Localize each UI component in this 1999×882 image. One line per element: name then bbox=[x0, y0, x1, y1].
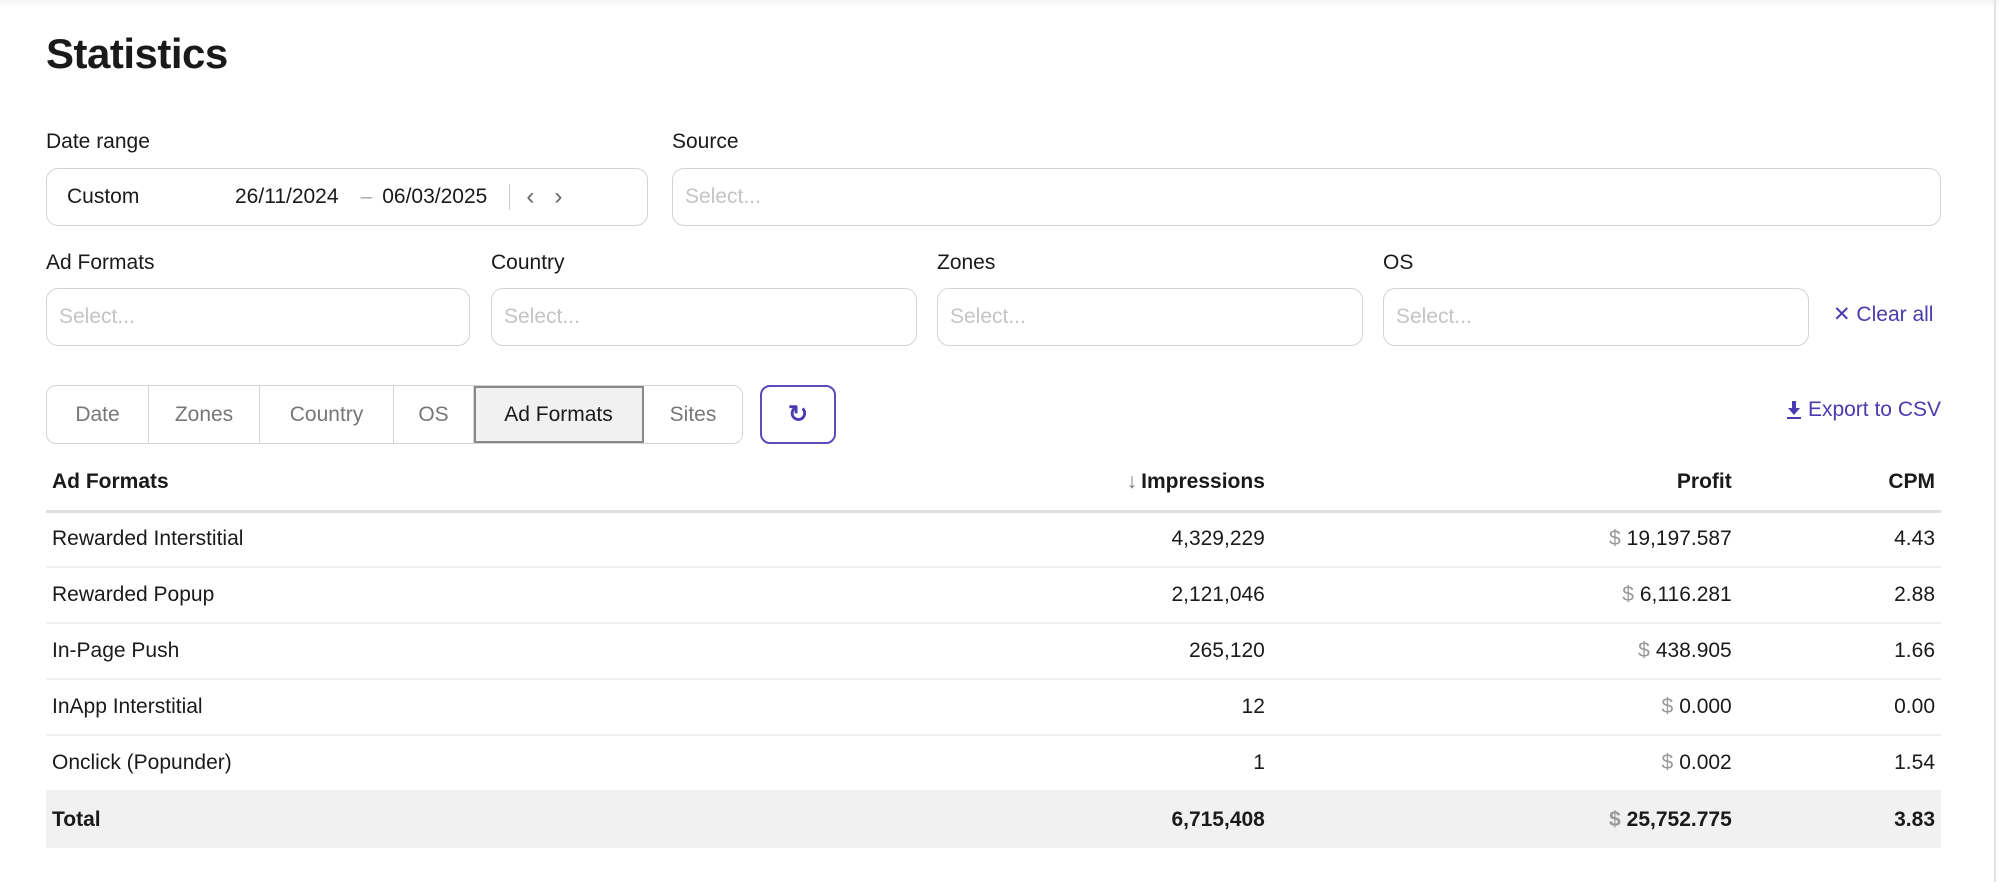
cell-profit: $0.000 bbox=[1270, 679, 1738, 736]
currency-symbol: $ bbox=[1608, 527, 1621, 551]
profit-value: 6,116.281 bbox=[1639, 583, 1732, 606]
profit-value: 19,197.587 bbox=[1626, 527, 1732, 551]
table-row: Rewarded Interstitial 4,329,229 $19,197.58… bbox=[46, 511, 1941, 568]
date-range-mode[interactable]: Custom bbox=[67, 185, 140, 208]
col-impressions[interactable]: ↓ Impressions bbox=[750, 455, 1271, 513]
sort-desc-icon: ↓ bbox=[1126, 470, 1138, 494]
zones-label: Zones bbox=[937, 251, 996, 274]
group-by-tabs: Date Zones Country OS Ad Formats Sites bbox=[46, 385, 743, 444]
date-range-label: Date range bbox=[46, 130, 150, 153]
profit-value: 0.000 bbox=[1679, 695, 1732, 718]
country-label: Country bbox=[491, 251, 565, 274]
cell-impressions: 1 bbox=[750, 735, 1271, 792]
clear-all-button[interactable]: ✕ Clear all bbox=[1833, 303, 1934, 326]
table-header: Ad Formats ↓ Impressions Profit CPM bbox=[46, 455, 1941, 513]
download-icon bbox=[1786, 401, 1801, 419]
ad-formats-placeholder: Select... bbox=[59, 305, 135, 328]
cell-name: In-Page Push bbox=[46, 623, 751, 680]
profit-value: 25,752.775 bbox=[1626, 808, 1732, 831]
country-placeholder: Select... bbox=[504, 305, 580, 328]
refresh-icon: ↻ bbox=[787, 401, 809, 428]
cell-name: InApp Interstitial bbox=[46, 679, 751, 736]
total-row: Total 6,715,408 $25,752.775 3.83 bbox=[46, 791, 1941, 848]
cell-name: Rewarded Interstitial bbox=[46, 511, 751, 568]
col-ad-formats[interactable]: Ad Formats bbox=[46, 455, 751, 513]
refresh-button[interactable]: ↻ bbox=[760, 385, 836, 444]
currency-symbol: $ bbox=[1661, 751, 1674, 774]
os-placeholder: Select... bbox=[1396, 305, 1472, 328]
cell-name: Onclick (Popunder) bbox=[46, 735, 751, 792]
cell-cpm: 1.54 bbox=[1737, 735, 1941, 792]
cell-profit: $19,197.587 bbox=[1270, 511, 1738, 568]
cell-impressions: 6,715,408 bbox=[750, 791, 1271, 848]
date-dash: – bbox=[360, 185, 373, 208]
profit-value: 0.002 bbox=[1679, 751, 1732, 774]
date-separator bbox=[509, 184, 511, 210]
page-title: Statistics bbox=[46, 30, 228, 77]
cell-profit: $438.905 bbox=[1270, 623, 1738, 680]
chevron-left-icon[interactable]: ‹ bbox=[526, 183, 535, 210]
export-csv-button[interactable]: Export to CSV bbox=[1786, 398, 1941, 422]
currency-symbol: $ bbox=[1608, 808, 1621, 831]
col-profit[interactable]: Profit bbox=[1270, 455, 1738, 513]
tab-os[interactable]: OS bbox=[394, 386, 474, 443]
tab-date[interactable]: Date bbox=[47, 386, 149, 443]
profit-value: 438.905 bbox=[1655, 639, 1732, 662]
cell-profit: $6,116.281 bbox=[1270, 567, 1738, 624]
cell-cpm: 0.00 bbox=[1737, 679, 1941, 736]
source-label: Source bbox=[672, 130, 739, 153]
cell-name: Rewarded Popup bbox=[46, 567, 751, 624]
currency-symbol: $ bbox=[1661, 695, 1674, 718]
cell-profit: $0.002 bbox=[1270, 735, 1738, 792]
tab-country[interactable]: Country bbox=[260, 386, 394, 443]
stats-table: Ad Formats ↓ Impressions Profit CPM Rewar… bbox=[46, 455, 1941, 848]
col-impressions-label: Impressions bbox=[1141, 470, 1265, 494]
source-placeholder: Select... bbox=[685, 185, 761, 208]
cell-impressions: 12 bbox=[750, 679, 1271, 736]
table-row: Onclick (Popunder) 1 $0.002 1.54 bbox=[46, 735, 1941, 792]
date-start[interactable]: 26/11/2024 bbox=[235, 185, 339, 208]
cell-cpm: 1.66 bbox=[1737, 623, 1941, 680]
table-row: InApp Interstitial 12 $0.000 0.00 bbox=[46, 679, 1941, 736]
table-row: In-Page Push 265,120 $438.905 1.66 bbox=[46, 623, 1941, 680]
cell-profit: $25,752.775 bbox=[1270, 791, 1738, 848]
country-select[interactable]: Select... bbox=[491, 288, 917, 346]
col-cpm[interactable]: CPM bbox=[1737, 455, 1941, 513]
source-select[interactable]: Select... bbox=[672, 168, 1941, 226]
date-range-picker[interactable]: Custom 26/11/2024 – 06/03/2025 ‹ › bbox=[46, 168, 648, 226]
currency-symbol: $ bbox=[1638, 639, 1650, 662]
top-edge bbox=[0, 0, 1999, 8]
tab-zones[interactable]: Zones bbox=[149, 386, 260, 443]
zones-placeholder: Select... bbox=[950, 305, 1026, 328]
tab-ad-formats[interactable]: Ad Formats bbox=[474, 386, 644, 443]
export-label: Export to CSV bbox=[1807, 398, 1941, 421]
cell-impressions: 2,121,046 bbox=[750, 567, 1271, 624]
date-end[interactable]: 06/03/2025 bbox=[382, 185, 488, 208]
zones-select[interactable]: Select... bbox=[937, 288, 1363, 346]
cell-impressions: 265,120 bbox=[750, 623, 1271, 680]
os-select[interactable]: Select... bbox=[1383, 288, 1809, 346]
right-divider bbox=[1994, 0, 1996, 882]
ad-formats-select[interactable]: Select... bbox=[46, 288, 470, 346]
cell-name: Total bbox=[46, 791, 751, 848]
ad-formats-label: Ad Formats bbox=[46, 251, 155, 274]
table-row: Rewarded Popup 2,121,046 $6,116.281 2.88 bbox=[46, 567, 1941, 624]
cell-cpm: 2.88 bbox=[1737, 567, 1941, 624]
currency-symbol: $ bbox=[1622, 583, 1634, 606]
chevron-right-icon[interactable]: › bbox=[554, 183, 563, 210]
cell-cpm: 3.83 bbox=[1737, 791, 1941, 848]
cell-cpm: 4.43 bbox=[1737, 511, 1941, 568]
tab-sites[interactable]: Sites bbox=[669, 402, 717, 426]
cell-impressions: 4,329,229 bbox=[750, 511, 1271, 568]
os-label: OS bbox=[1383, 251, 1414, 274]
